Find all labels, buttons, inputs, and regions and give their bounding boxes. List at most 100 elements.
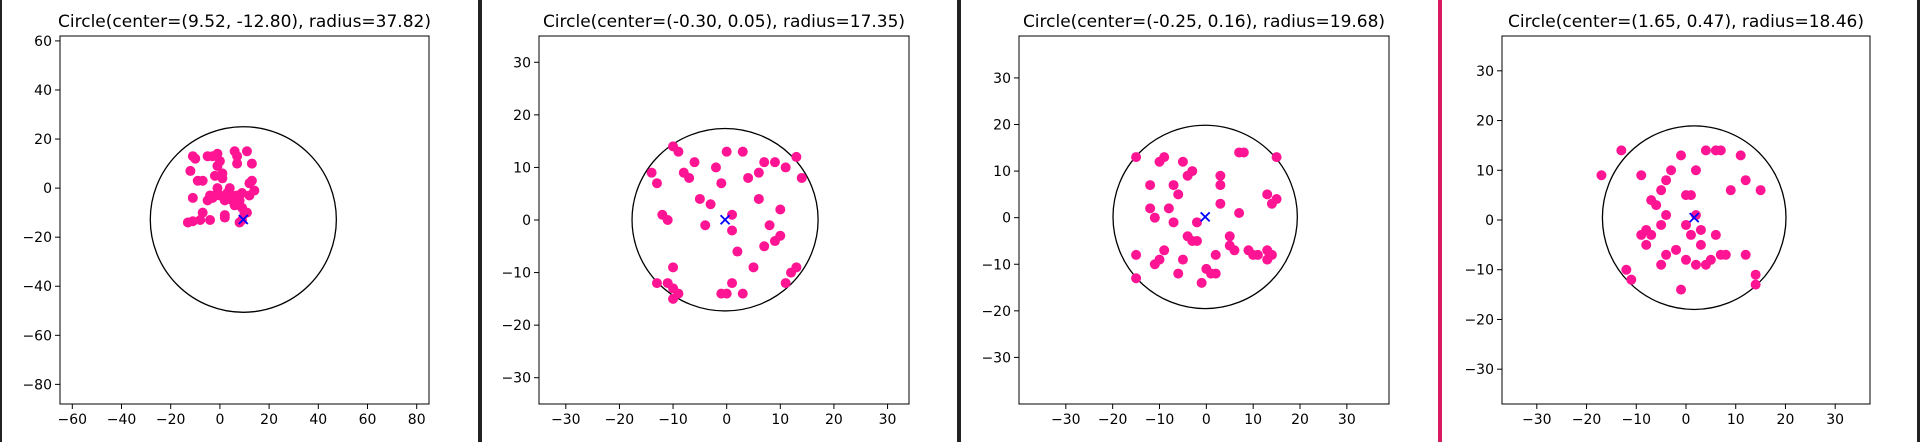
data-point: [721, 146, 732, 157]
data-point: [185, 165, 196, 176]
data-point: [737, 288, 748, 299]
y-tick-label: 30: [993, 71, 1011, 87]
chart-panel-3: Circle(center=(-0.25, 0.16), radius=19.6…: [981, 12, 1390, 428]
center-marker-stroke: [1689, 212, 1700, 223]
data-point: [651, 278, 662, 289]
data-point: [1641, 239, 1652, 250]
chart-panel-4: Circle(center=(1.65, 0.47), radius=18.46…: [1464, 12, 1871, 428]
y-tick-label: −60: [22, 328, 52, 344]
fitted-circle: [1601, 125, 1787, 311]
y-tick-label: 30: [1476, 64, 1494, 80]
data-point: [1676, 284, 1687, 295]
y-tick-label: −40: [22, 279, 52, 295]
y-tick-label: −80: [22, 377, 52, 393]
data-point: [1168, 180, 1179, 191]
x-tick-label: 20: [1777, 412, 1795, 428]
data-point: [249, 185, 260, 196]
x-tick-label: −10: [1145, 412, 1175, 428]
data-point: [246, 158, 257, 169]
data-point: [1238, 147, 1249, 158]
data-point: [1266, 249, 1277, 260]
data-point: [187, 192, 198, 203]
data-point: [646, 167, 657, 178]
data-point: [1676, 150, 1687, 161]
data-point: [197, 175, 208, 186]
x-tick-label: 60: [359, 412, 377, 428]
data-point: [1145, 180, 1156, 191]
chart-panel-1: Circle(center=(9.52, -12.80), radius=37.…: [22, 12, 431, 428]
data-point: [1215, 198, 1226, 209]
data-point: [775, 204, 786, 215]
data-point: [1740, 175, 1751, 186]
data-point: [780, 278, 791, 289]
data-point: [1710, 229, 1721, 240]
y-tick-label: −30: [501, 371, 531, 387]
data-point: [764, 220, 775, 231]
data-point: [1271, 194, 1282, 205]
data-point: [212, 148, 223, 159]
data-point: [1735, 150, 1746, 161]
data-point: [1656, 219, 1667, 230]
x-tick-label: 20: [260, 412, 278, 428]
data-point: [1182, 231, 1193, 242]
data-point: [187, 151, 198, 162]
fitted-circle: [1112, 124, 1298, 310]
data-point: [1131, 273, 1142, 284]
data-point: [1750, 279, 1761, 290]
fitted-circle: [149, 126, 338, 313]
data-point: [1234, 208, 1245, 219]
data-point: [1636, 170, 1647, 181]
data-point: [1596, 170, 1607, 181]
data-point: [759, 157, 770, 168]
data-point: [1159, 245, 1170, 256]
data-point: [1149, 212, 1160, 223]
x-tick-label: −30: [1522, 412, 1552, 428]
y-tick-label: 20: [513, 108, 531, 124]
data-point: [1168, 217, 1179, 228]
x-tick-label: 0: [1202, 412, 1211, 428]
x-tick-label: 10: [1727, 412, 1745, 428]
x-tick-label: 30: [879, 412, 897, 428]
data-point: [1651, 200, 1662, 211]
data-point: [753, 167, 764, 178]
y-tick-label: −20: [501, 318, 531, 334]
x-tick-label: 30: [1826, 412, 1844, 428]
data-point: [716, 288, 727, 299]
y-tick-label: −30: [981, 350, 1011, 366]
data-point: [727, 225, 738, 236]
data-point: [205, 215, 216, 225]
data-point: [1755, 185, 1766, 196]
data-point: [775, 230, 786, 241]
data-point: [1715, 145, 1726, 156]
data-point: [1196, 277, 1207, 288]
x-tick-label: 0: [215, 412, 224, 428]
data-point: [1700, 145, 1711, 156]
data-point: [780, 162, 791, 173]
data-point: [1173, 268, 1184, 279]
data-point: [1621, 264, 1632, 275]
center-marker-stroke: [719, 214, 731, 225]
data-point: [1262, 189, 1273, 200]
data-point: [1616, 145, 1627, 156]
data-point: [222, 188, 233, 199]
data-point: [651, 178, 662, 189]
data-point: [246, 175, 257, 186]
x-tick-label: −10: [1621, 412, 1651, 428]
center-marker: [1689, 212, 1700, 223]
y-tick-label: 10: [993, 164, 1011, 180]
data-point: [684, 172, 695, 183]
data-point: [1145, 203, 1156, 214]
y-tick-label: −10: [1464, 263, 1494, 279]
data-point: [1705, 254, 1716, 265]
x-tick-label: −30: [551, 412, 581, 428]
data-point: [1252, 249, 1263, 260]
data-point: [1215, 180, 1226, 191]
x-tick-label: 10: [771, 412, 789, 428]
y-tick-label: 20: [993, 118, 1011, 134]
y-tick-label: −30: [1464, 362, 1494, 378]
data-point: [1626, 274, 1637, 285]
data-point: [1661, 210, 1672, 221]
data-point: [1681, 254, 1691, 265]
data-point: [1229, 245, 1240, 256]
